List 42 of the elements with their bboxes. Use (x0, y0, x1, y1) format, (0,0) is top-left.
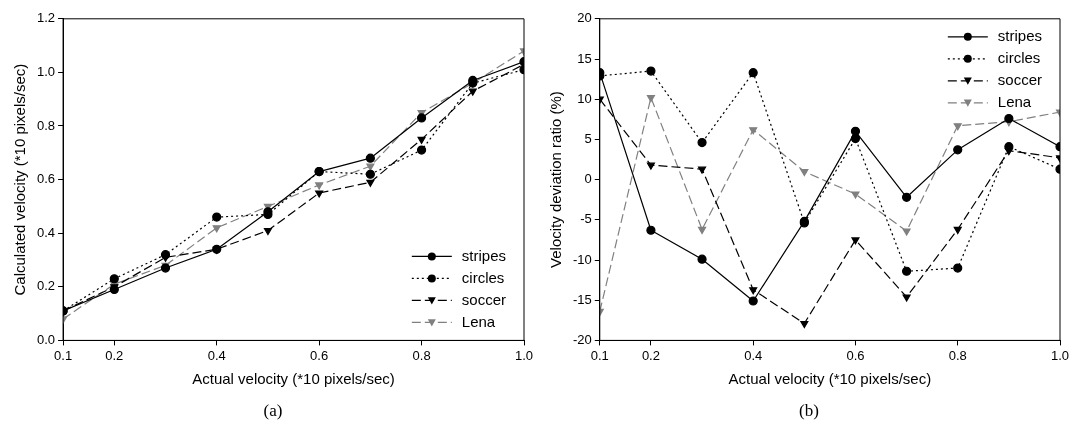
x-tick-label: 1.0 (1050, 347, 1070, 363)
legend-label: Lena (997, 92, 1032, 110)
y-tick-label: 0.0 (36, 331, 56, 347)
legend-label: stripes (461, 246, 507, 264)
y-axis-title: Velocity deviation ratio (%) (547, 91, 565, 268)
y-tick-label: 1.2 (36, 10, 56, 26)
legend-label: soccer (997, 70, 1043, 88)
x-tick-label: 0.1 (590, 347, 609, 363)
x-tick-label: 0.4 (207, 347, 226, 363)
x-tick-label: 0.2 (641, 347, 660, 363)
x-tick-label: 0.8 (412, 347, 431, 363)
y-tick-label: 5 (584, 130, 592, 146)
y-tick-label: 0.6 (36, 171, 56, 187)
x-tick-label: 0.8 (948, 347, 967, 363)
legend-label: stripes (997, 26, 1043, 44)
y-tick-label: 0 (584, 171, 592, 187)
y-tick-label: -20 (572, 331, 592, 347)
x-axis-title: Actual velocity (*10 pixels/sec) (192, 370, 395, 388)
x-tick-label: 0.1 (54, 347, 73, 363)
x-tick-label: 0.4 (744, 347, 763, 363)
y-tick-label: 0.8 (36, 117, 56, 133)
y-tick-label: 0.2 (36, 278, 56, 294)
y-tick-label: -10 (572, 251, 592, 267)
x-tick-label: 1.0 (514, 347, 534, 363)
x-axis-title: Actual velocity (*10 pixels/sec) (728, 370, 932, 388)
legend-label: Lena (461, 312, 496, 330)
legend-label: soccer (461, 290, 507, 308)
y-tick-label: 1.0 (36, 63, 56, 79)
y-axis-title: Calculated velocity (*10 pixels/sec) (11, 63, 29, 296)
x-tick-label: 0.6 (310, 347, 329, 363)
y-tick-label: 0.4 (36, 224, 56, 240)
legend-label: circles (461, 268, 505, 286)
x-tick-label: 0.6 (846, 347, 865, 363)
y-tick-label: -5 (580, 211, 592, 227)
x-tick-label: 0.2 (105, 347, 124, 363)
text: (a) (263, 401, 283, 421)
y-tick-label: 10 (577, 90, 592, 106)
legend-label: circles (997, 48, 1041, 66)
text: (b) (799, 401, 819, 421)
y-tick-label: 20 (577, 10, 592, 26)
y-tick-label: -15 (572, 291, 592, 307)
y-tick-label: 15 (577, 50, 592, 66)
